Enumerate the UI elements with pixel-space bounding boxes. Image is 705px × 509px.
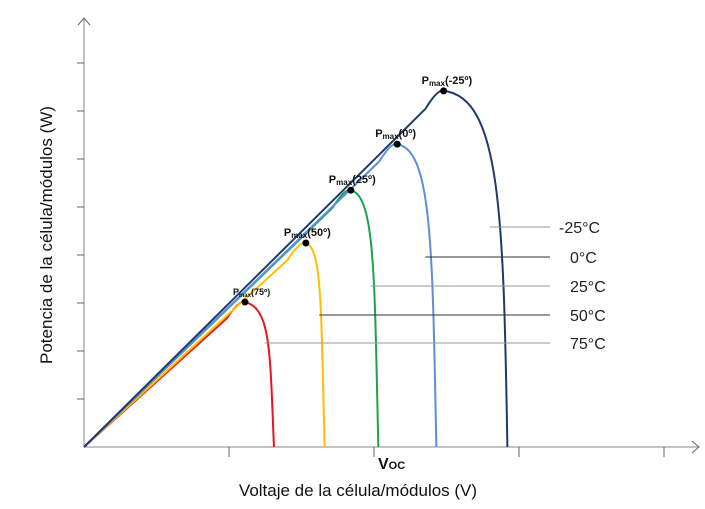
pmax-label: Pmax(50º) <box>284 227 331 240</box>
pmax-point <box>347 186 355 194</box>
pv-curve-0°C <box>83 142 438 448</box>
voc-label: VOC <box>378 456 405 473</box>
pmax-point <box>241 298 249 306</box>
pmax-label: Pmax(-25º) <box>422 75 473 88</box>
pmax-point <box>440 87 448 95</box>
legend-label-75°C: 75°C <box>570 336 606 353</box>
legend-label-50°C: 50°C <box>570 308 606 325</box>
pmax-point <box>302 239 310 247</box>
pmax-label: Pmax(25º) <box>329 174 376 187</box>
x-axis-label: Voltaje de la célula/módulos (V) <box>239 481 477 500</box>
pv-curve-50°C <box>83 241 326 448</box>
legend: -25°C 0°C 25°C 50°C 75°C <box>264 220 606 353</box>
y-axis-label: Potencia de la célula/módulos (W) <box>37 106 56 364</box>
curves: Pmax(-25º) Pmax(0º) Pmax(25º) Pmax(50º) Pmax… <box>83 75 509 448</box>
legend-label--25°C: -25°C <box>559 220 600 237</box>
pmax-point <box>393 140 401 148</box>
pv-curve--25°C <box>83 89 509 448</box>
y-axis-arrow <box>77 17 91 26</box>
legend-label-0°C: 0°C <box>570 250 597 267</box>
axes <box>77 17 700 457</box>
x-axis-arrow <box>691 440 700 454</box>
legend-label-25°C: 25°C <box>570 279 606 296</box>
pv-curve-75°C <box>83 300 275 448</box>
pmax-label: Pmax(0º) <box>375 128 416 141</box>
pmax-label: Pmax(75º) <box>233 287 270 299</box>
